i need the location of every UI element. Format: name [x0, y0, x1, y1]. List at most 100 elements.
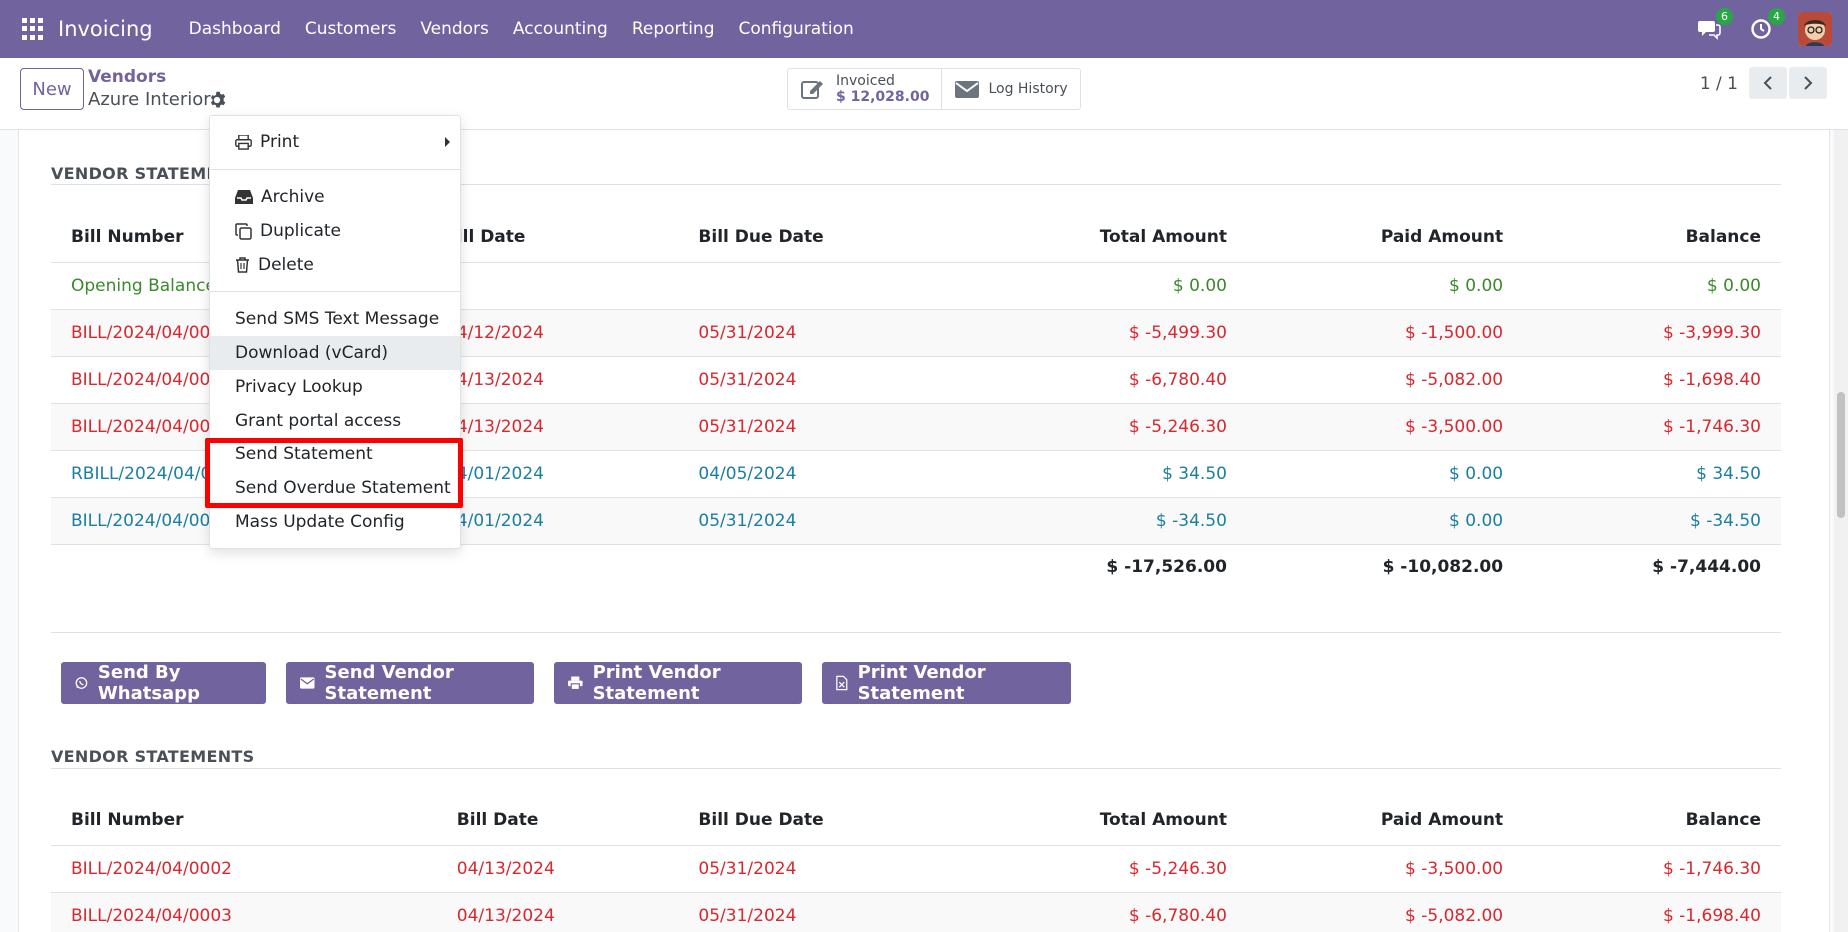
menu-customers[interactable]: Customers: [304, 19, 397, 39]
cell-paid: $ 0.00: [1246, 497, 1524, 545]
cell-balance: $ 0.00: [1523, 262, 1781, 310]
section-title-vendor-statements: VENDOR STATEMENTS: [51, 747, 255, 766]
header-bill-due-date[interactable]: Bill Due Date: [678, 796, 955, 846]
cell-bill-date: 4/13/2024: [436, 403, 679, 451]
table-row[interactable]: Opening Balance $ 0.00 $ 0.00 $ 0.00: [51, 262, 1781, 310]
pencil-square-icon: [801, 81, 823, 99]
menu-accounting[interactable]: Accounting: [512, 19, 608, 39]
menu-item-send-statement[interactable]: Send Statement: [235, 444, 373, 464]
header-total-amount[interactable]: Total Amount: [954, 796, 1247, 846]
section-divider: [51, 768, 1781, 769]
menu-item-archive-label: Archive: [261, 187, 325, 207]
vendor-statement-table: Bill Number ill Date Bill Due Date Total…: [51, 213, 1781, 590]
menu-item-download-vcard[interactable]: Download (vCard): [210, 336, 460, 370]
menu-item-delete-label: Delete: [258, 255, 314, 275]
menu-item-duplicate[interactable]: Duplicate: [210, 214, 460, 248]
section-divider: [51, 184, 1781, 185]
section-divider: [51, 632, 1781, 633]
header-bill-date[interactable]: ill Date: [436, 213, 679, 263]
cell-bill-number: BILL/2024/04/0003: [51, 892, 437, 932]
breadcrumb-current-record: Azure Interior: [88, 89, 211, 110]
total-amount-sum: $ -17,526.00: [1106, 557, 1227, 578]
header-paid-amount[interactable]: Paid Amount: [1246, 213, 1524, 263]
cell-bill-date: 4/12/2024: [436, 309, 679, 357]
cell-due-date: [678, 262, 955, 310]
print-vendor-statement-button[interactable]: Print Vendor Statement: [554, 662, 802, 704]
header-balance[interactable]: Balance: [1523, 796, 1781, 846]
menu-item-delete[interactable]: Delete: [210, 248, 460, 282]
pager-previous-button[interactable]: [1749, 67, 1787, 99]
gear-icon[interactable]: [208, 91, 226, 109]
invoiced-label: Invoiced: [836, 73, 895, 89]
table-row[interactable]: RBILL/2024/04/0 4/01/2024 04/05/2024 $ 3…: [51, 450, 1781, 498]
chevron-right-icon: [1804, 76, 1813, 90]
cell-bill-number: BILL/2024/04/0002: [51, 845, 437, 893]
table-row[interactable]: BILL/2024/04/0002 04/13/2024 05/31/2024 …: [51, 845, 1781, 893]
totals-row: $ -17,526.00 $ -10,082.00 $ -7,444.00: [51, 544, 1781, 590]
user-avatar[interactable]: [1798, 12, 1832, 46]
menu-item-send-overdue-statement[interactable]: Send Overdue Statement: [235, 478, 451, 498]
pager-value[interactable]: 1 / 1: [1699, 74, 1738, 94]
whatsapp-icon: [75, 677, 88, 689]
menu-reporting[interactable]: Reporting: [631, 19, 715, 39]
header-bill-date[interactable]: Bill Date: [436, 796, 679, 846]
menu-item-print-label: Print: [260, 132, 300, 152]
cell-bill-date: 04/13/2024: [436, 892, 679, 932]
invoiced-smart-button[interactable]: Invoiced $ 12,028.00: [788, 69, 941, 109]
envelope-icon: [955, 81, 980, 98]
menu-item-privacy-lookup[interactable]: Privacy Lookup: [235, 377, 363, 397]
send-by-whatsapp-button[interactable]: Send By Whatsapp: [61, 662, 266, 704]
log-history-smart-button[interactable]: Log History: [941, 69, 1079, 109]
copy-icon: [235, 222, 252, 240]
header-balance[interactable]: Balance: [1523, 213, 1781, 263]
send-vendor-statement-label: Send Vendor Statement: [324, 662, 454, 704]
menu-item-archive[interactable]: Archive: [210, 180, 460, 214]
highlight-box: [205, 438, 463, 508]
header-total-amount[interactable]: Total Amount: [954, 213, 1247, 263]
activities-badge: 4: [1768, 8, 1785, 25]
action-dropdown-menu: Print Archive Duplicate Delete Send SMS …: [209, 115, 461, 549]
menu-item-print[interactable]: Print: [210, 125, 460, 159]
clock-icon: [1751, 19, 1771, 39]
menu-configuration[interactable]: Configuration: [738, 19, 854, 39]
scrollbar[interactable]: [1834, 130, 1848, 932]
header-paid-amount[interactable]: Paid Amount: [1246, 796, 1524, 846]
cell-balance: $ -34.50: [1523, 497, 1781, 545]
table-row[interactable]: BILL/2024/04/000 4/12/2024 05/31/2024 $ …: [51, 309, 1781, 357]
cell-due-date: 05/31/2024: [678, 845, 955, 893]
apps-menu-icon[interactable]: [22, 18, 44, 40]
cell-balance: $ -1,746.30: [1523, 845, 1781, 893]
menu-item-mass-update-config[interactable]: Mass Update Config: [235, 512, 405, 532]
pager-next-button[interactable]: [1789, 67, 1827, 99]
cell-due-date: 05/31/2024: [678, 403, 955, 451]
menu-vendors[interactable]: Vendors: [420, 19, 489, 39]
messages-badge: 6: [1716, 8, 1733, 25]
app-title[interactable]: Invoicing: [58, 17, 153, 41]
breadcrumb-vendors[interactable]: Vendors: [88, 67, 167, 87]
cell-total: $ -6,780.40: [954, 356, 1247, 404]
cell-balance: $ 34.50: [1523, 450, 1781, 498]
section-title-vendor-statement: VENDOR STATEMEN: [51, 164, 232, 183]
header-bill-number[interactable]: Bill Number: [51, 796, 437, 846]
header-bill-due-date[interactable]: Bill Due Date: [678, 213, 955, 263]
print-vendor-statement-xls-button[interactable]: Print Vendor Statement: [822, 662, 1071, 704]
send-vendor-statement-button[interactable]: Send Vendor Statement: [286, 662, 534, 704]
new-button[interactable]: New: [20, 68, 84, 110]
trash-icon: [236, 257, 249, 273]
menu-item-send-sms[interactable]: Send SMS Text Message: [235, 309, 440, 329]
cell-bill-date: 4/01/2024: [436, 450, 679, 498]
messages-button[interactable]: 6: [1694, 8, 1733, 44]
cell-paid: $ -1,500.00: [1246, 309, 1524, 357]
activities-button[interactable]: 4: [1746, 8, 1785, 44]
menu-item-grant-portal-access[interactable]: Grant portal access: [235, 411, 402, 431]
cell-bill-date: 4/13/2024: [436, 356, 679, 404]
cell-due-date: 05/31/2024: [678, 309, 955, 357]
scrollbar-thumb[interactable]: [1837, 392, 1845, 518]
cell-due-date: 05/31/2024: [678, 892, 955, 932]
envelope-icon: [300, 677, 315, 689]
menu-dashboard[interactable]: Dashboard: [188, 19, 281, 39]
cell-total: $ -34.50: [954, 497, 1247, 545]
table-row[interactable]: BILL/2024/04/0003 04/13/2024 05/31/2024 …: [51, 892, 1781, 932]
invoiced-value: $ 12,028.00: [836, 89, 930, 105]
cell-bill-date: 4/01/2024: [436, 497, 679, 545]
